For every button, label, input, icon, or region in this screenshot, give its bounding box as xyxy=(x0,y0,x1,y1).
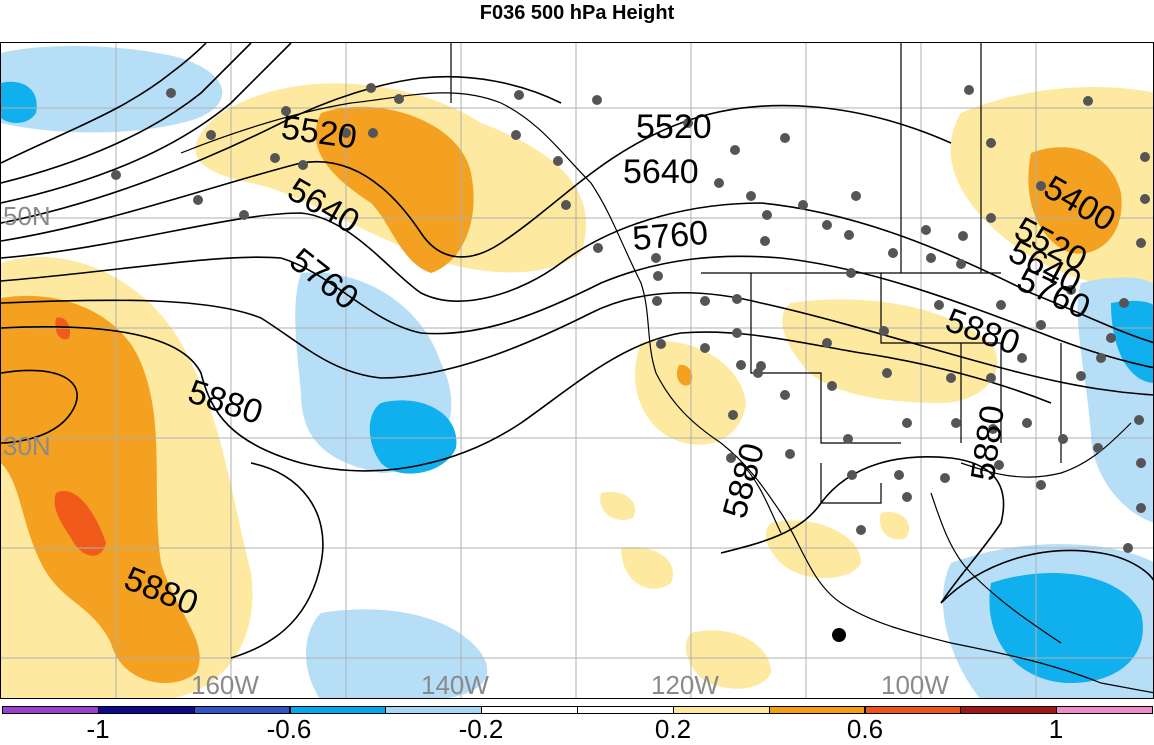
contour-label: 5760 xyxy=(631,214,710,258)
colorbar-label: 0.6 xyxy=(846,714,884,744)
map-title: F036 500 hPa Height xyxy=(479,2,675,24)
colorbar-label: 0.2 xyxy=(654,714,692,744)
lat-lon-grid xyxy=(1,43,1153,698)
colorbar-label: -0.6 xyxy=(266,714,312,744)
station-dots xyxy=(111,83,1150,553)
colorbar-segment xyxy=(385,706,483,714)
colorbar-segment xyxy=(481,706,578,714)
colorbar-label: -0.2 xyxy=(458,714,504,744)
marker-dot xyxy=(832,628,846,642)
colorbar-segment xyxy=(577,706,674,714)
colorbar-segment xyxy=(1056,706,1153,714)
colorbar xyxy=(0,706,1154,716)
colorbar-segment xyxy=(768,706,866,714)
colorbar-segment xyxy=(672,706,770,714)
colorbar-segment xyxy=(2,706,99,714)
contour-labels: 5520 5640 5760 5880 5520 5640 5760 5400 … xyxy=(119,108,1122,623)
anomaly-shading xyxy=(1,46,1153,698)
colorbar-segment xyxy=(960,706,1058,714)
lon-label-100w: 100W xyxy=(881,670,949,699)
colorbar-label: 1 xyxy=(1048,714,1064,744)
lon-label-160w: 160W xyxy=(191,670,259,699)
lon-label-140w: 140W xyxy=(421,670,489,699)
lat-label-30n: 30N xyxy=(3,431,51,461)
height-contours xyxy=(1,43,1153,659)
colorbar-segment xyxy=(97,706,195,714)
lat-label-50n: 50N xyxy=(3,201,51,231)
map-canvas: 5520 5640 5760 5880 5520 5640 5760 5400 … xyxy=(1,43,1153,698)
map-panel: 5520 5640 5760 5880 5520 5640 5760 5400 … xyxy=(0,42,1154,699)
contour-label: 5880 xyxy=(964,403,1012,483)
colorbar-segment xyxy=(193,706,291,714)
colorbar-segment xyxy=(289,706,387,714)
contour-label: 5520 xyxy=(636,108,712,146)
contour-label: 5880 xyxy=(716,439,772,522)
colorbar-label: -1 xyxy=(86,714,110,744)
colorbar-segment xyxy=(864,706,962,714)
lon-label-120w: 120W xyxy=(651,670,719,699)
contour-label: 5640 xyxy=(623,153,699,191)
